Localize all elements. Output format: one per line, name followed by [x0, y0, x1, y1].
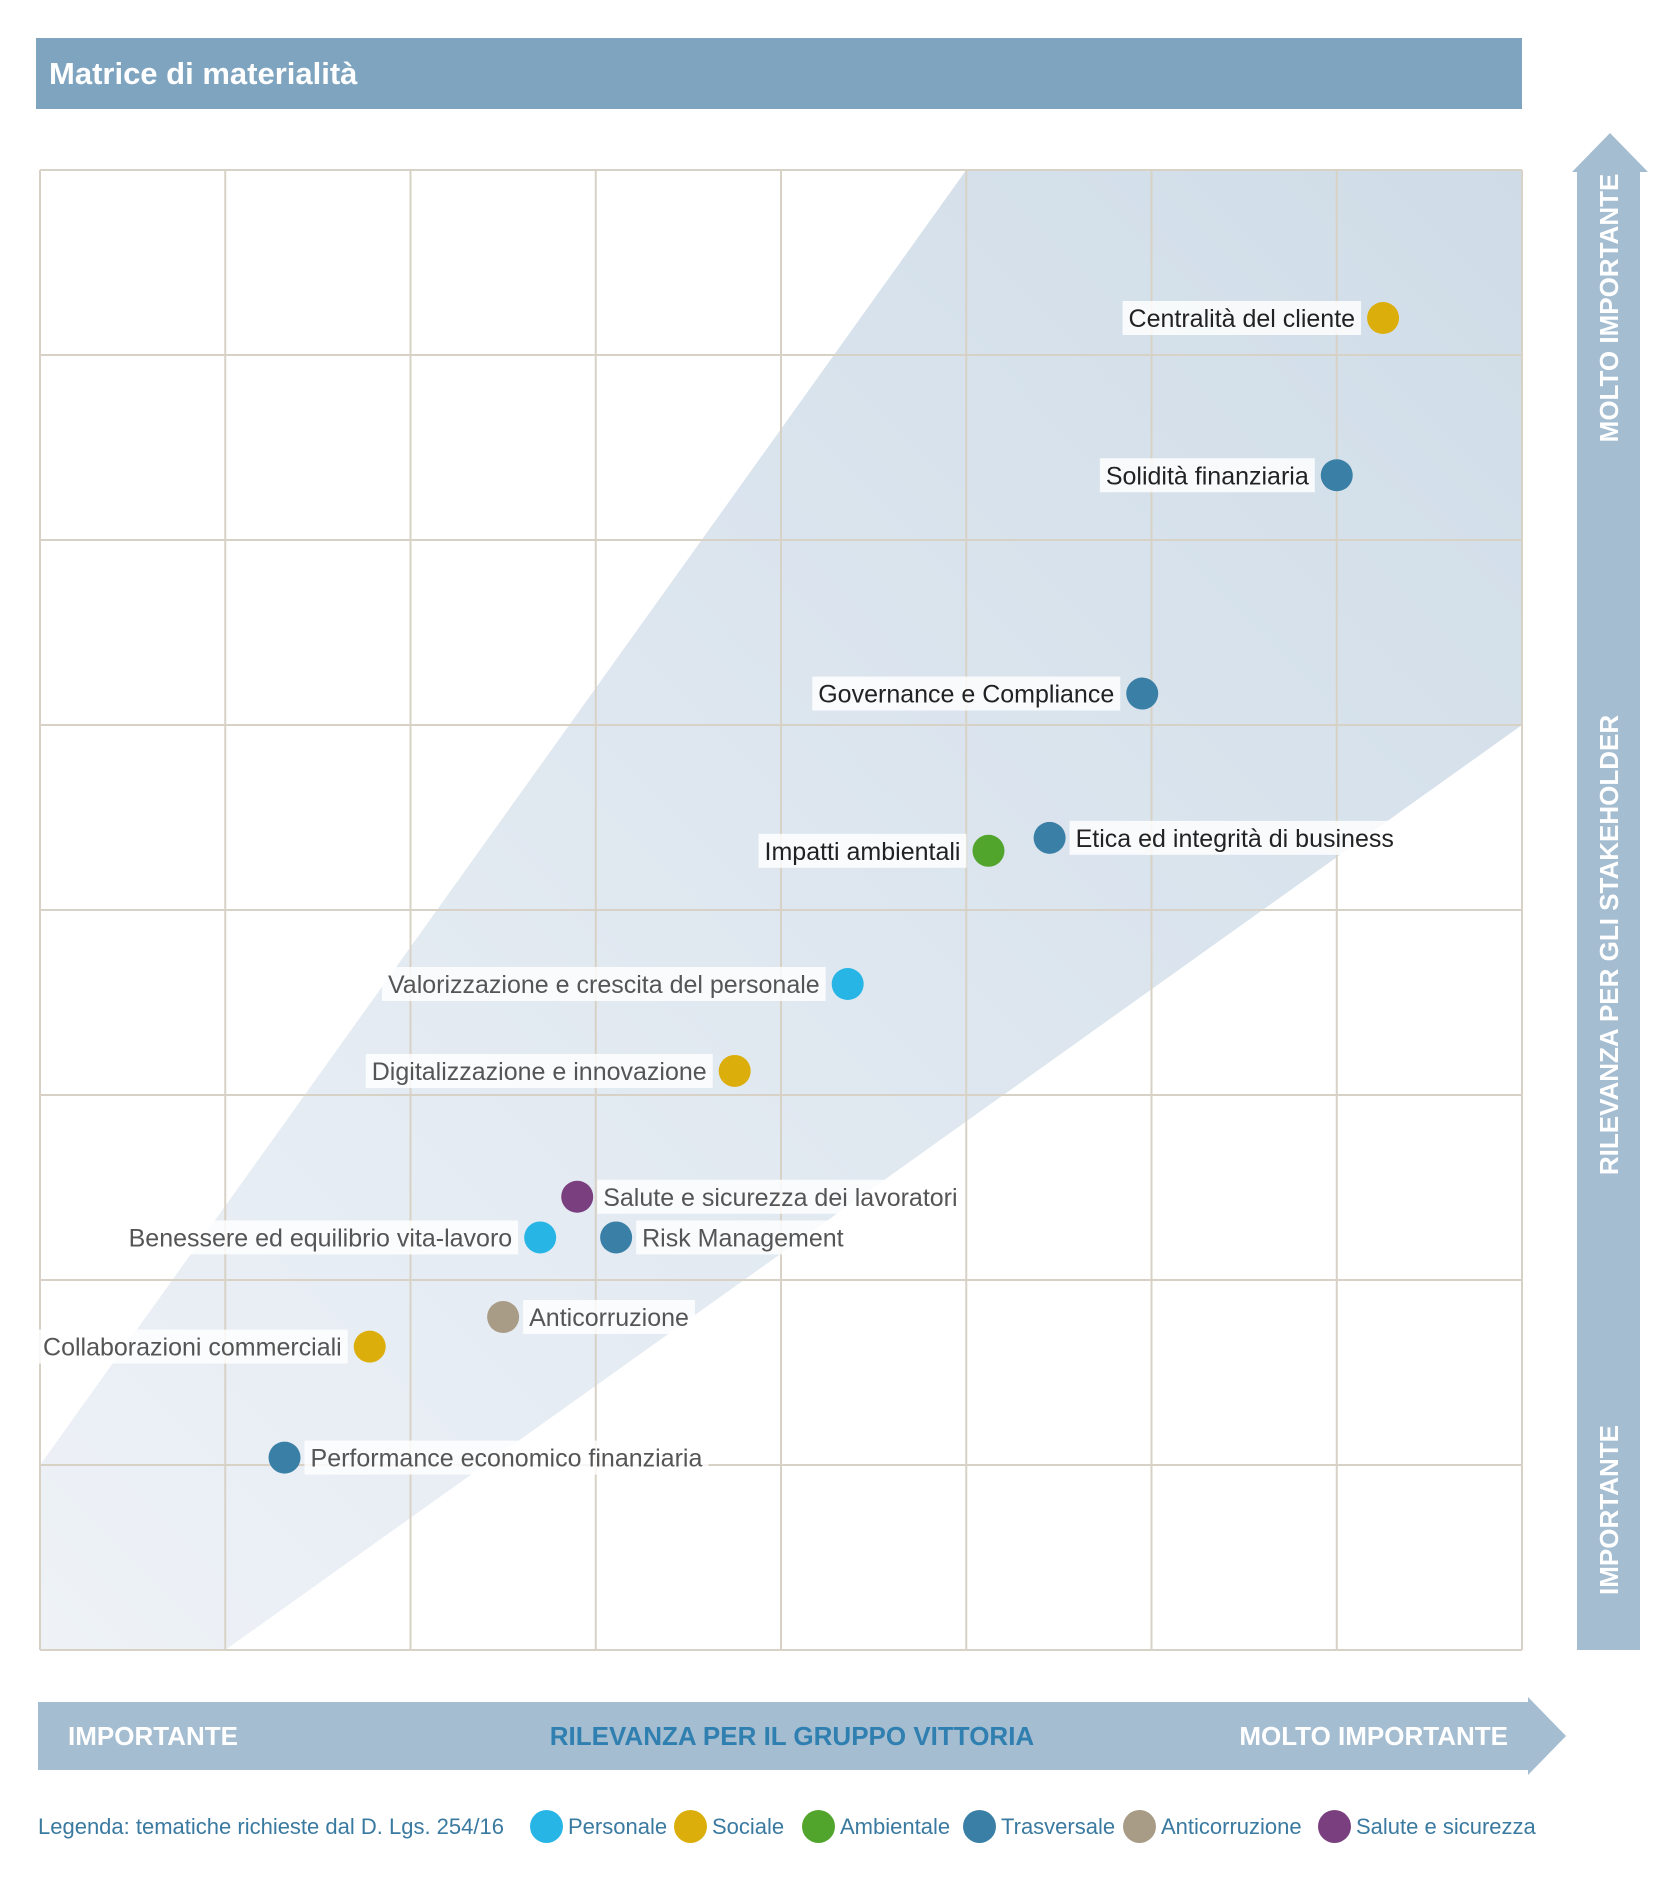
point-label: Impatti ambientali [765, 838, 961, 866]
point-label: Benessere ed equilibrio vita-lavoro [129, 1224, 513, 1252]
point-label-background [365, 1053, 713, 1088]
point-label: Collaborazioni commerciali [43, 1334, 342, 1362]
x-axis-label: RILEVANZA PER IL GRUPPO VITTORIA [550, 1721, 1035, 1751]
point-label: Valorizzazione e crescita del personale [388, 971, 820, 999]
data-point [831, 968, 864, 1000]
legend-dot-personale [530, 1810, 563, 1843]
point-label-background [758, 833, 967, 868]
legend-label: Trasversale [1001, 1814, 1116, 1839]
x-axis-end-low: IMPORTANTE [68, 1721, 238, 1751]
point-label: Risk Management [642, 1224, 844, 1252]
legend-label: Anticorruzione [1161, 1814, 1302, 1839]
y-axis-arrow [1572, 133, 1648, 1650]
data-point [524, 1221, 557, 1254]
data-point [268, 1441, 301, 1474]
data-point-group: Salute e sicurezza dei lavoratori [561, 1179, 964, 1214]
data-point [353, 1330, 386, 1363]
point-label: Centralità del cliente [1129, 305, 1356, 333]
x-axis-end-high: MOLTO IMPORTANTE [1239, 1721, 1508, 1751]
legend-dot-ambientale [802, 1810, 835, 1843]
legend-label: Salute e sicurezza [1356, 1814, 1536, 1839]
legend-dot-anticorruzione [1123, 1810, 1156, 1843]
point-label-background [1069, 820, 1400, 855]
point-label: Salute e sicurezza dei lavoratori [603, 1184, 957, 1212]
data-point-group: Valorizzazione e crescita del personale [381, 967, 864, 1001]
data-point [1320, 459, 1353, 492]
point-label: Performance economico finanziaria [311, 1445, 703, 1473]
legend-title: Legenda: tematiche richieste dal D. Lgs.… [38, 1814, 504, 1839]
point-label: Governance e Compliance [818, 681, 1114, 709]
data-point [600, 1221, 633, 1254]
legend-label: Ambientale [840, 1814, 951, 1839]
data-point-group: Collaborazioni commerciali [37, 1329, 386, 1364]
data-point [561, 1180, 594, 1213]
legend-dot-salute [1318, 1810, 1351, 1843]
point-label-background [812, 676, 1121, 711]
point-label-background [523, 1300, 695, 1334]
data-point-group: Digitalizzazione e innovazione [365, 1053, 751, 1088]
data-point-group: Solidità finanziaria [1099, 458, 1353, 493]
y-axis-label: RILEVANZA PER GLI STAKEHOLDER [1594, 715, 1624, 1176]
legend: Legenda: tematiche richieste dal D. Lgs.… [38, 1806, 1638, 1846]
y-axis-end-low: IMPORTANTE [1594, 1425, 1624, 1595]
point-label-background [122, 1220, 519, 1255]
data-point [1126, 677, 1159, 710]
legend-label: Personale [568, 1814, 668, 1839]
legend-label: Sociale [712, 1814, 785, 1839]
point-label-background [1099, 458, 1315, 493]
data-point [972, 834, 1005, 867]
y-axis-end-high: MOLTO IMPORTANTE [1594, 174, 1624, 443]
point-label-background [37, 1329, 348, 1364]
data-point [1033, 821, 1066, 854]
x-axis-arrow [38, 1697, 1566, 1775]
data-point-group: Governance e Compliance [812, 676, 1159, 711]
point-label-background [381, 967, 826, 1001]
data-point-group: Impatti ambientali [758, 833, 1005, 868]
point-label-background [636, 1220, 850, 1255]
data-point-group: Etica ed integrità di business [1033, 820, 1400, 855]
data-point [718, 1054, 751, 1087]
data-point-group: Centralità del cliente [1122, 301, 1400, 335]
point-label-background [1122, 301, 1362, 335]
point-label-background [304, 1440, 709, 1475]
point-label: Etica ed integrità di business [1076, 825, 1394, 853]
legend-dot-trasversale [963, 1810, 996, 1843]
data-point [1367, 302, 1400, 334]
legend-dot-sociale [674, 1810, 707, 1843]
data-point-group: Anticorruzione [487, 1300, 695, 1334]
data-point-group: Benessere ed equilibrio vita-lavoro [122, 1220, 557, 1255]
point-label: Anticorruzione [529, 1304, 689, 1332]
point-label: Solidità finanziaria [1106, 462, 1309, 490]
data-point-group: Risk Management [600, 1220, 850, 1255]
point-label-background [597, 1179, 964, 1214]
chart-title: Matrice di materialità [49, 56, 358, 91]
point-label: Digitalizzazione e innovazione [372, 1058, 707, 1086]
data-point [487, 1301, 520, 1333]
title-bar: Matrice di materialità [36, 38, 1522, 109]
data-point-group: Performance economico finanziaria [268, 1440, 709, 1475]
